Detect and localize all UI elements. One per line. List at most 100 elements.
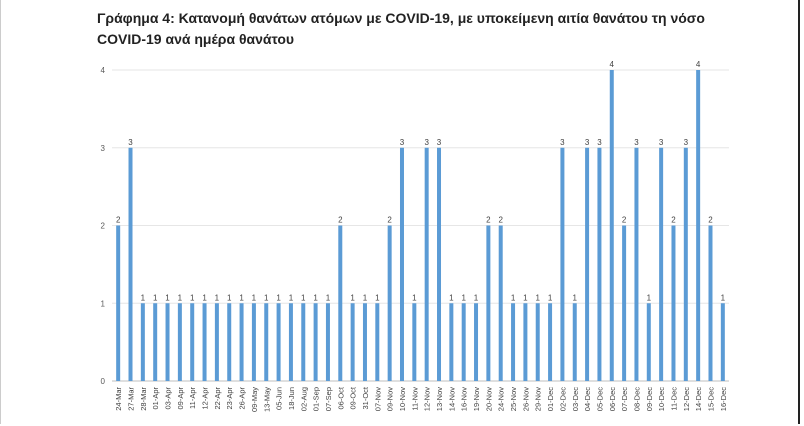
bar (498, 225, 503, 381)
x-tick-label: 14-Nov (447, 387, 456, 411)
bar (659, 147, 664, 381)
bar (128, 147, 133, 381)
bar (696, 70, 701, 381)
bar (572, 303, 577, 381)
data-label: 1 (252, 293, 257, 302)
bar (251, 303, 256, 381)
data-label: 1 (215, 293, 220, 302)
bar (548, 303, 553, 381)
data-label: 3 (424, 138, 429, 147)
x-tick-label: 27-Mar (127, 387, 136, 411)
y-tick-label: 3 (101, 144, 106, 153)
data-label: 2 (486, 216, 491, 225)
bar (301, 303, 306, 381)
bar (535, 303, 540, 381)
bar (350, 303, 355, 381)
y-tick-label: 2 (101, 222, 106, 231)
data-label: 1 (449, 293, 454, 302)
data-label: 1 (313, 293, 318, 302)
x-tick-label: 03-Dec (571, 387, 580, 411)
x-tick-label: 09-Apr (176, 387, 185, 410)
y-axis-ticks: 0 1 2 3 4 (101, 66, 106, 386)
bar (634, 147, 639, 381)
x-tick-label: 12-Nov (423, 387, 432, 411)
x-tick-label: 26-Apr (238, 387, 247, 410)
x-tick-label: 02-Aug (299, 387, 308, 411)
x-tick-label: 01-Dec (546, 387, 555, 411)
data-label: 4 (696, 60, 701, 69)
data-label: 1 (548, 293, 553, 302)
data-label: 1 (461, 293, 466, 302)
x-tick-label: 11-Nov (410, 387, 419, 411)
bar (412, 303, 417, 381)
x-tick-label: 24-Mar (114, 387, 123, 411)
bar (338, 225, 343, 381)
bar (325, 303, 330, 381)
x-axis-ticks: 24-Mar 27-Mar 28-Mar 01-Apr 03-Apr 09-Apr 11-A… (114, 386, 728, 412)
x-tick-label: 09-Oct (349, 386, 358, 409)
bar (177, 303, 182, 381)
x-tick-label: 10-Nov (398, 387, 407, 411)
data-label: 3 (400, 138, 405, 147)
bar (227, 303, 232, 381)
data-label: 1 (523, 293, 528, 302)
bar (399, 147, 404, 381)
x-tick-label: 11-Apr (188, 387, 197, 409)
bar (387, 225, 392, 381)
data-label: 1 (202, 293, 207, 302)
x-tick-label: 14-Dec (694, 387, 703, 411)
data-label: 3 (585, 138, 590, 147)
x-tick-label: 09-Dec (645, 387, 654, 411)
data-label: 1 (264, 293, 269, 302)
x-tick-label: 15-Dec (706, 387, 715, 411)
bar (683, 147, 688, 381)
x-tick-label: 01-Apr (151, 387, 160, 410)
bar (523, 303, 528, 381)
data-label: 2 (671, 216, 676, 225)
data-label: 1 (289, 293, 294, 302)
data-label: 1 (326, 293, 331, 302)
data-label: 2 (708, 216, 713, 225)
bar (424, 147, 429, 381)
x-tick-label: 01-Sep (312, 387, 321, 411)
data-label: 2 (498, 216, 503, 225)
data-label: 1 (375, 293, 380, 302)
data-label: 3 (437, 138, 442, 147)
y-tick-label: 4 (101, 66, 106, 75)
x-tick-label: 29-Nov (534, 387, 543, 411)
data-label: 3 (597, 138, 602, 147)
data-label: 1 (412, 293, 417, 302)
chart-title: Γράφημα 4: Κατανομή θανάτων ατόμων με CO… (97, 10, 705, 47)
x-tick-label: 19-Nov (472, 387, 481, 411)
bar (288, 303, 293, 381)
bar (646, 303, 651, 381)
data-label: 3 (659, 138, 664, 147)
x-tick-label: 03-Apr (164, 387, 173, 410)
bar (609, 70, 614, 381)
bar (153, 303, 158, 381)
data-label: 1 (474, 293, 479, 302)
x-tick-label: 12-Dec (682, 387, 691, 411)
bar (511, 303, 516, 381)
y-tick-label: 1 (101, 299, 106, 308)
bar (239, 303, 244, 381)
bar (140, 303, 145, 381)
x-tick-label: 07-Dec (620, 387, 629, 411)
data-label: 3 (634, 138, 639, 147)
bar (202, 303, 207, 381)
bar (720, 303, 725, 381)
data-label: 3 (560, 138, 565, 147)
x-tick-label: 05-Jun (275, 387, 284, 410)
x-tick-label: 25-Nov (509, 387, 518, 411)
bar (622, 225, 627, 381)
data-label: 1 (511, 293, 516, 302)
bar (214, 303, 219, 381)
bar (190, 303, 195, 381)
x-tick-label: 09-Nov (386, 387, 395, 411)
x-tick-label: 31-Oct (361, 386, 370, 409)
bar (585, 147, 590, 381)
x-tick-label: 12-Apr (201, 387, 210, 410)
